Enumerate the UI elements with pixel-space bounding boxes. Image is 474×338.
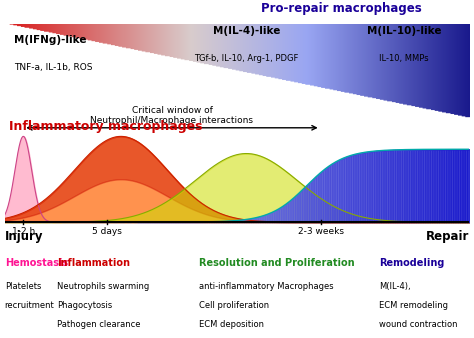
Text: Inflammatory macrophages: Inflammatory macrophages bbox=[9, 120, 203, 133]
Text: ECM deposition: ECM deposition bbox=[199, 320, 264, 329]
Text: Injury: Injury bbox=[5, 230, 43, 243]
Text: TNF-a, IL-1b, ROS: TNF-a, IL-1b, ROS bbox=[14, 64, 92, 72]
Text: 5 days: 5 days bbox=[92, 227, 122, 236]
Text: TGf-b, IL-10, Arg-1, PDGF: TGf-b, IL-10, Arg-1, PDGF bbox=[194, 54, 299, 63]
Text: M(IL-10)-like: M(IL-10)-like bbox=[367, 26, 441, 37]
Text: Remodeling: Remodeling bbox=[379, 258, 445, 268]
Text: Repair: Repair bbox=[426, 230, 469, 243]
Text: M(IL-4),: M(IL-4), bbox=[379, 282, 411, 291]
Text: anti-inflammatory Macrophages: anti-inflammatory Macrophages bbox=[199, 282, 334, 291]
Text: Inflammation: Inflammation bbox=[57, 258, 130, 268]
Text: Neutrophils swarming: Neutrophils swarming bbox=[57, 282, 149, 291]
Text: M(IL-4)-like: M(IL-4)-like bbox=[213, 26, 280, 37]
Text: Platelets: Platelets bbox=[5, 282, 41, 291]
Text: recruitment: recruitment bbox=[5, 301, 55, 310]
Text: IL-10, MMPs: IL-10, MMPs bbox=[379, 54, 429, 63]
Text: Resolution and Proliferation: Resolution and Proliferation bbox=[199, 258, 355, 268]
Text: 1-2 h: 1-2 h bbox=[12, 227, 35, 236]
Text: Phagocytosis: Phagocytosis bbox=[57, 301, 112, 310]
Text: Critical window of
Neutrophil/Macrophage interactions: Critical window of Neutrophil/Macrophage… bbox=[91, 106, 254, 125]
Text: ECM remodeling: ECM remodeling bbox=[379, 301, 448, 310]
Text: Hemostasis: Hemostasis bbox=[5, 258, 68, 268]
Text: 2-3 weeks: 2-3 weeks bbox=[298, 227, 344, 236]
Text: wound contraction: wound contraction bbox=[379, 320, 458, 329]
Text: Cell proliferation: Cell proliferation bbox=[199, 301, 269, 310]
Text: M(IFNg)-like: M(IFNg)-like bbox=[14, 35, 87, 45]
Text: Pathogen clearance: Pathogen clearance bbox=[57, 320, 140, 329]
Text: Pro-repair macrophages: Pro-repair macrophages bbox=[261, 2, 422, 15]
